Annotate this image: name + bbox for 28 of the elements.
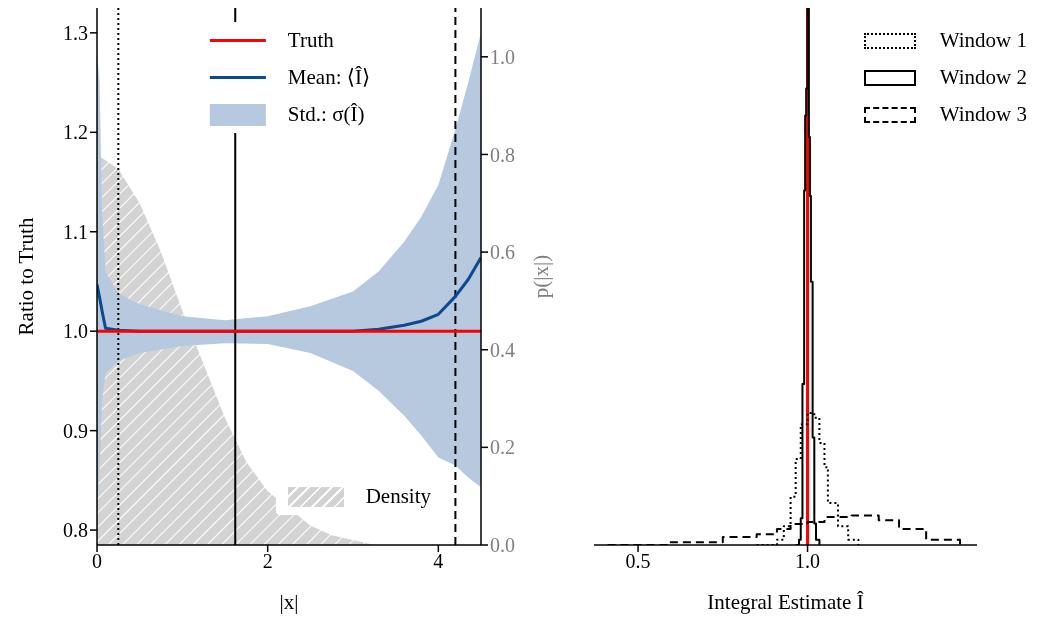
- x-tick-label: 0.5: [625, 550, 651, 573]
- y2-tick-label: 0.0: [490, 534, 515, 557]
- y2-tick-label: 0.4: [490, 338, 515, 361]
- y-tick-label: 1.0: [63, 320, 88, 343]
- legend-label: Density: [365, 484, 431, 509]
- y2-tick-label: 0.8: [490, 143, 515, 166]
- y2-axis-title: p(|x|): [529, 254, 554, 299]
- x-tick-label: 0: [92, 550, 102, 573]
- y-axis-title: Ratio to Truth: [14, 217, 39, 336]
- legend-label: Window 1: [939, 28, 1027, 53]
- x-tick-label: 2: [262, 550, 273, 573]
- x-axis-title: Integral Estimate Î: [707, 590, 864, 614]
- y-tick-label: 0.9: [63, 419, 88, 442]
- y2-tick-label: 1.0: [490, 45, 515, 68]
- legend-label: Mean: ⟨Î⟩: [287, 65, 371, 90]
- y2-tick-label: 0.6: [490, 241, 515, 264]
- y-tick-label: 0.8: [63, 519, 88, 542]
- x-axis-title: |x|: [279, 590, 299, 614]
- y2-tick-label: 0.2: [490, 436, 515, 459]
- x-tick-label: 1.0: [795, 550, 821, 573]
- legend-label: Window 2: [939, 65, 1027, 90]
- legend-label: Truth: [287, 28, 334, 53]
- y-tick-label: 1.2: [63, 121, 88, 144]
- y-tick-label: 1.1: [63, 220, 88, 243]
- x-tick-label: 4: [433, 550, 444, 573]
- annotation: Std.: σ(Î): [287, 102, 365, 127]
- legend-label: Window 3: [939, 102, 1027, 127]
- y-tick-label: 1.3: [63, 21, 88, 44]
